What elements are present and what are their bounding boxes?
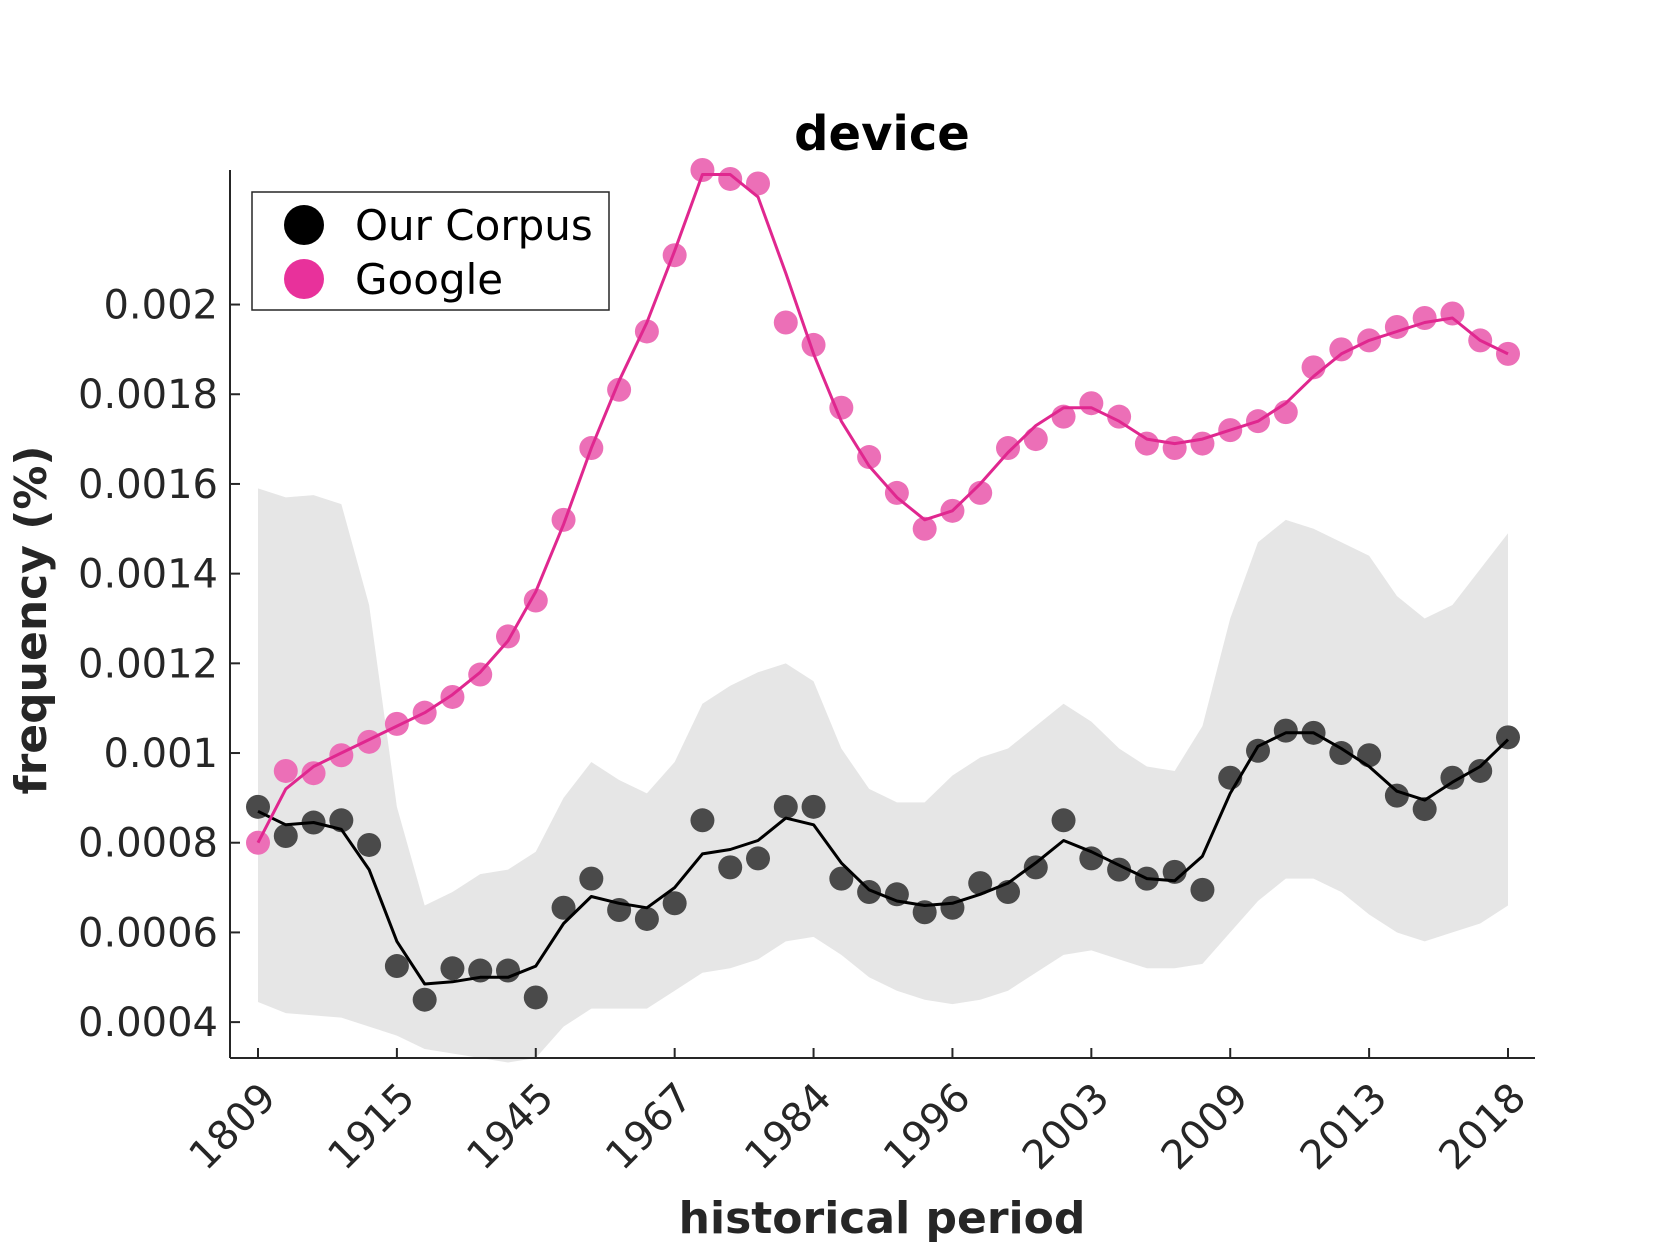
x-tick-label: 1945 <box>458 1075 563 1180</box>
data-point-google <box>912 516 937 541</box>
x-tick-label: 1984 <box>736 1075 841 1180</box>
data-point-our-corpus <box>412 987 437 1012</box>
chart-title: device <box>794 106 970 162</box>
legend-label-google: Google <box>355 255 503 304</box>
data-point-google <box>746 171 770 196</box>
y-tick-label: 0.0008 <box>78 821 218 867</box>
data-point-our-corpus <box>551 895 576 920</box>
y-tick-label: 0.0018 <box>78 372 218 418</box>
data-point-our-corpus <box>968 871 993 896</box>
data-point-our-corpus <box>273 824 298 848</box>
data-point-google <box>1329 337 1354 362</box>
data-point-google <box>357 729 382 754</box>
series-google <box>246 158 1520 855</box>
data-point-our-corpus <box>1384 783 1409 808</box>
y-ticks: 0.0004 0.0006 0.0008 0.001 0.0012 0.0014 0.001… <box>78 283 240 1046</box>
data-point-google <box>551 507 576 532</box>
data-point-our-corpus <box>1051 808 1076 833</box>
data-point-our-corpus <box>1162 859 1187 884</box>
data-point-our-corpus <box>884 882 909 907</box>
data-point-google <box>968 480 993 505</box>
series-layer <box>246 158 1520 1012</box>
x-tick-label: 1809 <box>181 1075 286 1180</box>
data-point-google <box>1107 404 1132 429</box>
data-point-our-corpus <box>1329 741 1354 766</box>
x-axis-title: historical period <box>679 1193 1086 1244</box>
legend-label-our-corpus: Our Corpus <box>355 201 593 250</box>
data-point-google <box>662 243 687 268</box>
data-point-our-corpus <box>1440 765 1465 790</box>
data-point-google <box>773 310 798 335</box>
data-point-our-corpus <box>1023 855 1048 880</box>
trend-line-google <box>256 173 1509 844</box>
x-tick-label: 1996 <box>875 1075 980 1180</box>
confidence-band <box>258 488 1508 1063</box>
data-point-our-corpus <box>773 794 798 819</box>
data-point-google <box>246 830 270 855</box>
data-point-our-corpus <box>357 832 382 857</box>
data-point-our-corpus <box>496 958 520 983</box>
y-tick-label: 0.0016 <box>78 462 218 508</box>
data-point-our-corpus <box>829 866 854 891</box>
x-tick-label: 1915 <box>319 1075 424 1180</box>
data-point-google <box>996 436 1020 461</box>
data-point-our-corpus <box>662 891 687 916</box>
data-point-our-corpus <box>440 956 465 981</box>
data-point-google <box>1023 427 1048 452</box>
data-point-google <box>1134 431 1159 456</box>
data-point-google <box>273 758 298 783</box>
data-point-our-corpus <box>801 794 826 819</box>
data-point-our-corpus <box>523 985 548 1010</box>
confidence-band-layer <box>258 488 1508 1063</box>
data-point-our-corpus <box>384 954 409 979</box>
legend: Our Corpus Google <box>251 191 610 311</box>
data-point-google <box>884 480 909 505</box>
data-point-our-corpus <box>1079 846 1104 871</box>
axes <box>229 170 1535 1059</box>
data-point-google <box>301 761 326 786</box>
data-point-our-corpus <box>579 866 604 891</box>
y-tick-label: 0.0004 <box>78 1000 218 1046</box>
x-tick-label: 1967 <box>597 1075 702 1180</box>
data-point-our-corpus <box>1412 797 1437 822</box>
data-point-google <box>1440 301 1465 326</box>
y-tick-label: 0.002 <box>103 283 218 329</box>
legend-marker-our-corpus <box>284 205 324 245</box>
data-point-our-corpus <box>634 906 659 931</box>
y-tick-label: 0.001 <box>103 731 218 777</box>
data-point-google <box>329 743 354 768</box>
data-point-google <box>718 166 743 191</box>
y-axis-title: frequency (%) <box>6 445 57 794</box>
data-point-our-corpus <box>746 846 770 871</box>
data-point-google <box>384 711 409 736</box>
data-point-google <box>829 395 854 420</box>
y-tick-label: 0.0012 <box>78 641 218 687</box>
trend-line-our-corpus <box>257 731 1510 986</box>
data-point-google <box>857 445 882 470</box>
data-point-our-corpus <box>718 855 743 880</box>
data-point-our-corpus <box>1357 743 1382 768</box>
x-tick-label: 2018 <box>1431 1075 1536 1180</box>
y-tick-label: 0.0014 <box>78 552 218 598</box>
x-tick-label: 2003 <box>1014 1075 1119 1180</box>
y-tick-label: 0.0006 <box>78 910 218 956</box>
x-ticks: 1809 1915 1945 1967 1984 1996 2003 2009 2013 2018 <box>181 1048 1536 1180</box>
data-point-google <box>1162 436 1187 461</box>
data-point-google <box>468 662 493 687</box>
data-point-our-corpus <box>690 808 715 833</box>
data-point-our-corpus <box>1273 718 1298 743</box>
series-our-corpus <box>246 718 1520 1012</box>
x-tick-label: 2009 <box>1153 1075 1258 1180</box>
x-tick-label: 2013 <box>1292 1075 1397 1180</box>
data-point-our-corpus <box>1190 877 1215 902</box>
legend-marker-google <box>284 259 324 299</box>
data-point-google <box>523 588 548 613</box>
data-point-our-corpus <box>1468 758 1493 783</box>
